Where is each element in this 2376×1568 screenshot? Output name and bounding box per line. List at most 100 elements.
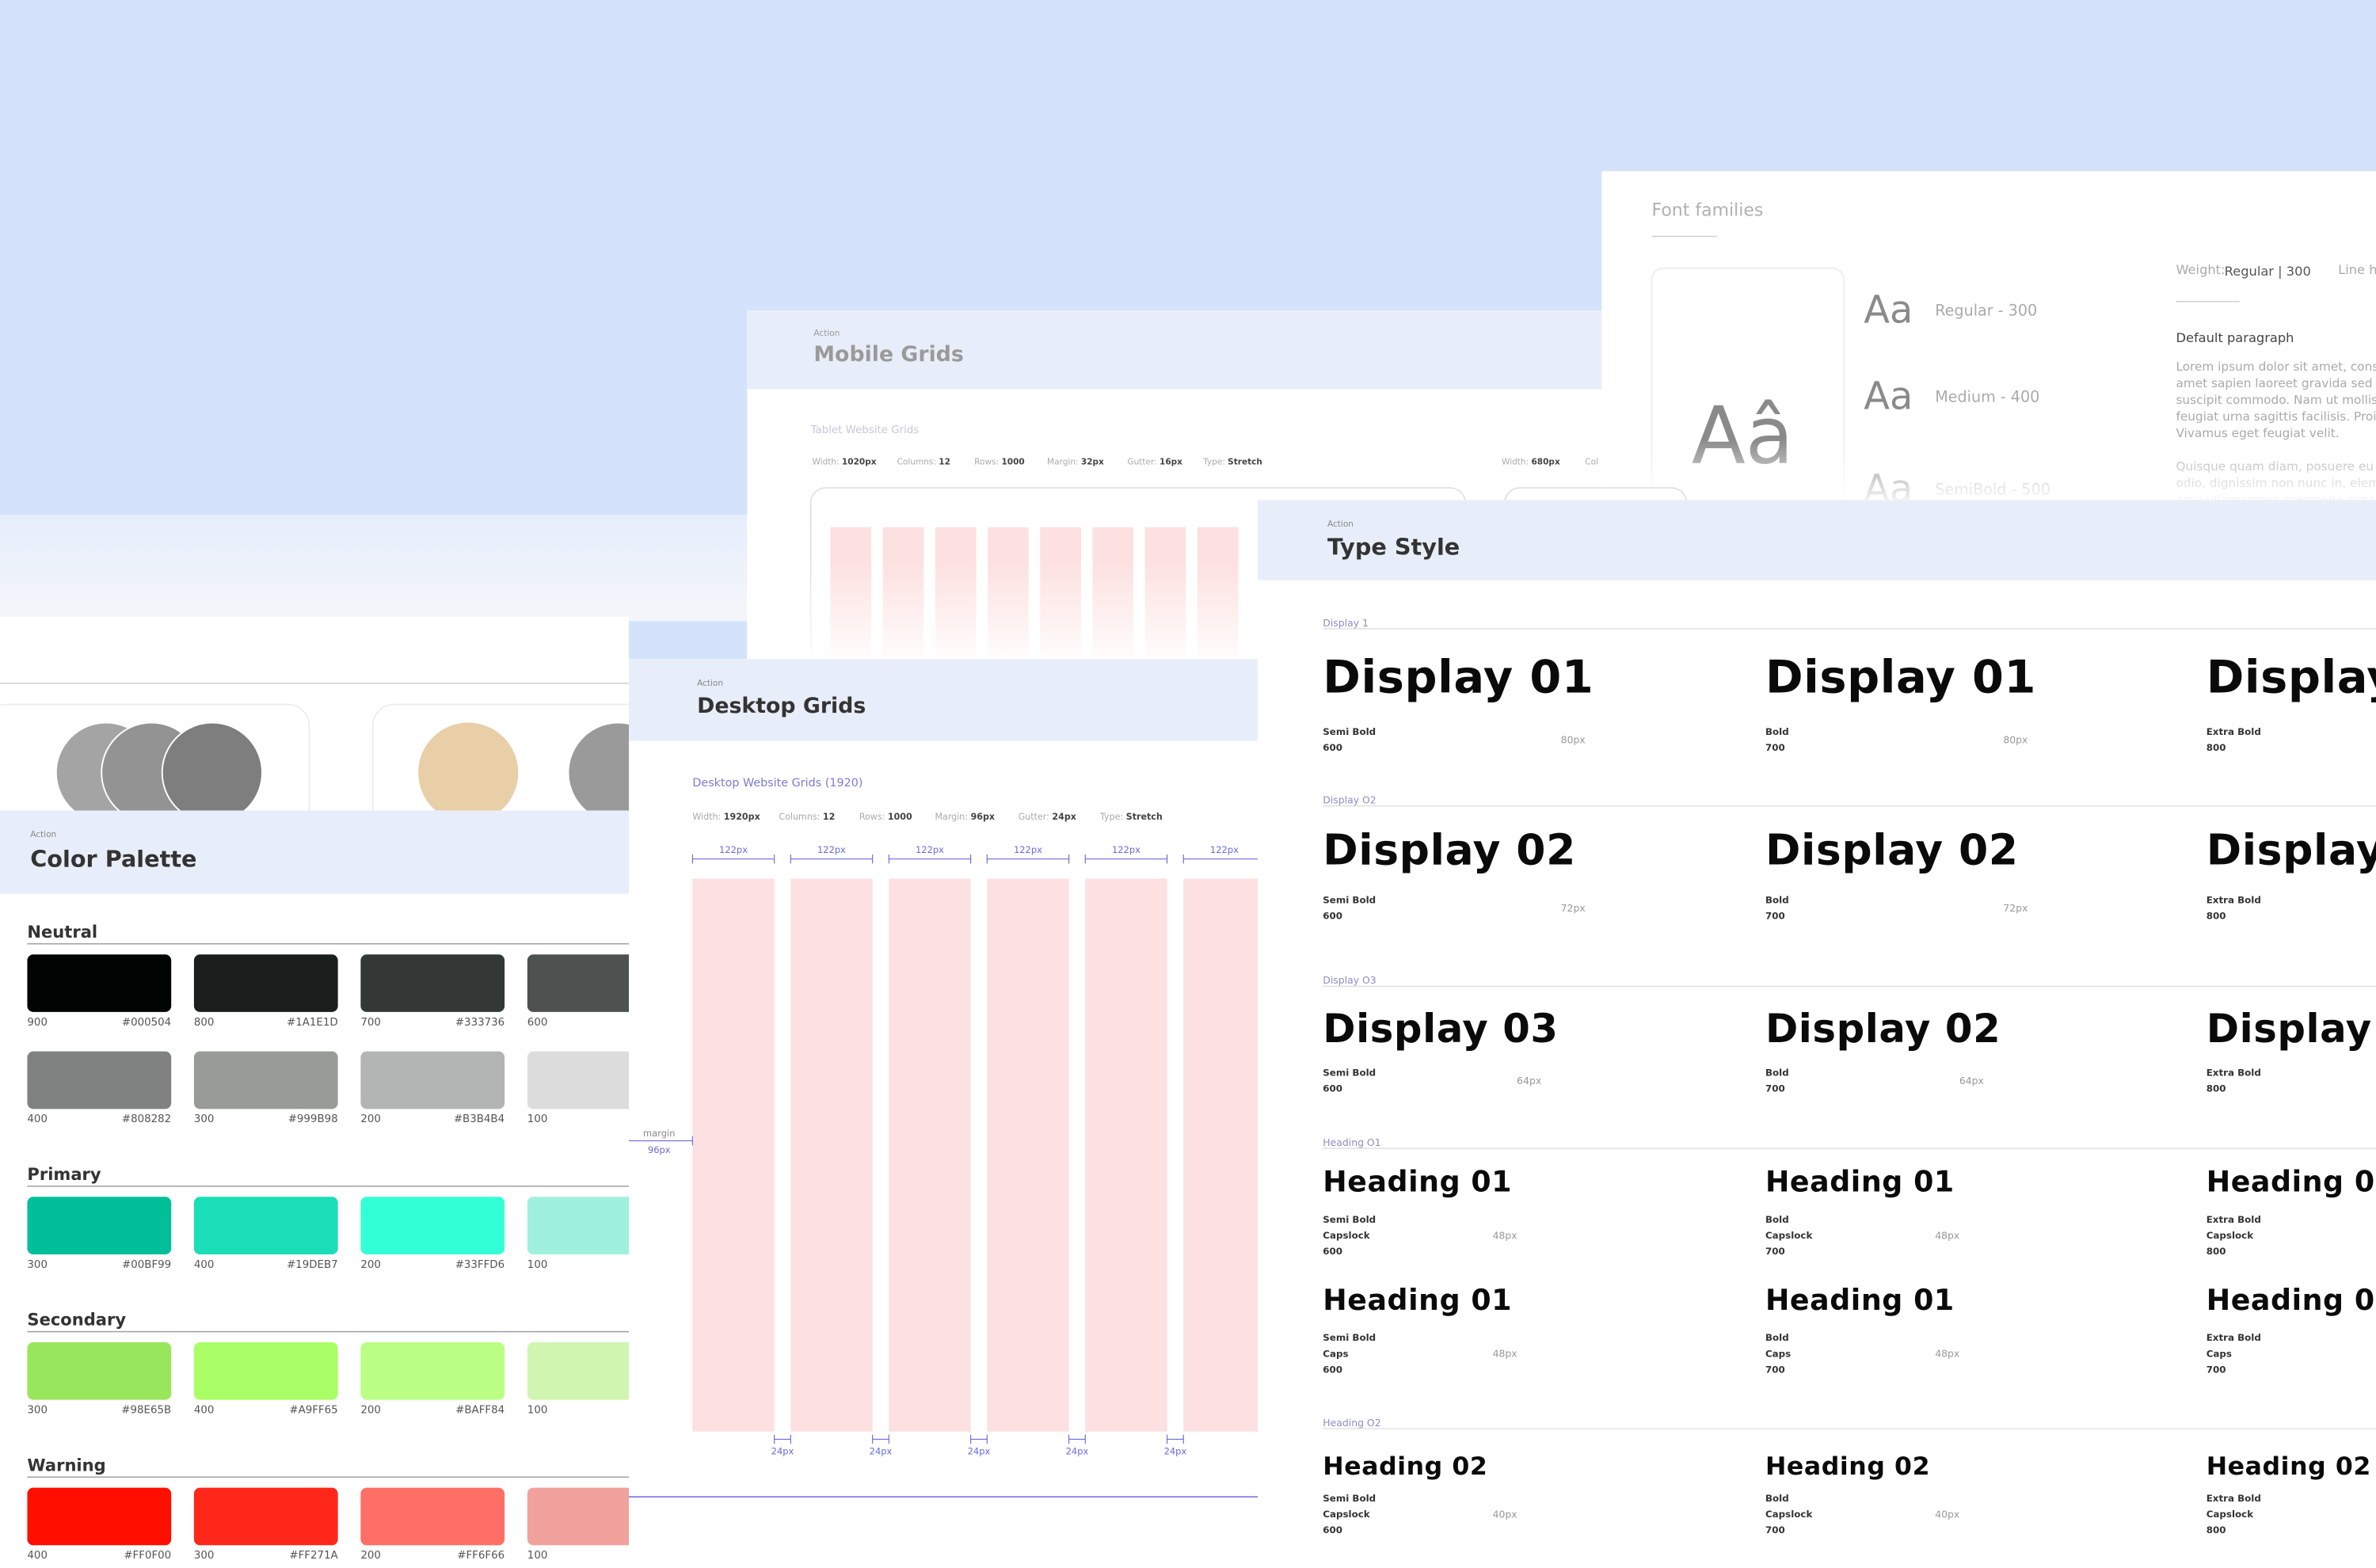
type-detail: Bold [1765,1214,1789,1225]
paragraph-line: Vivamus eget feugiat velit. [2176,426,2339,440]
type-detail: 700 [1765,1083,1785,1094]
swatch-label: 200 [360,1405,381,1417]
spec-label: Columns: [779,812,820,822]
swatch-label: 400 [27,1113,48,1125]
spec-label: Type: [1202,457,1225,466]
type-detail: Semi Bold [1323,1214,1376,1225]
color-swatch [193,1342,338,1400]
color-circle [418,722,519,823]
fade-overlay [1601,439,2376,505]
color-swatch [193,1051,338,1109]
color-swatch [27,1342,172,1400]
spec: Columns: 12 [897,457,950,466]
font-weight-label: Medium - 400 [1935,388,2039,406]
type-detail: Extra Bold [2207,1214,2261,1225]
swatch-label: 100 [527,1113,548,1125]
swatch-hex: #FF271A [289,1550,338,1562]
grid-subtitle: Desktop Website Grids (1920) [692,777,862,790]
spec-value: 32px [1081,457,1104,466]
spec: Margin: 96px [935,812,995,822]
swatch-label: 900 [27,1017,48,1029]
type-sample: Heading 02 [1323,1452,1487,1481]
swatch-hex: #FF6F66 [457,1550,505,1562]
type-sample: Display [2207,825,2376,875]
spec: Margin: 32px [1047,457,1104,466]
section-label: Heading O2 [1323,1417,1380,1429]
panel-title: Type Style [1327,534,1460,561]
font-sample: Aa [1864,289,1913,333]
swatch-hex: #000504 [122,1017,171,1029]
type-detail: Caps [2207,1348,2232,1359]
type-detail: Extra Bold [2207,726,2261,737]
swatch-label: 600 [527,1017,548,1029]
grid-column [987,878,1069,1432]
type-detail: Extra Bold [2207,1332,2261,1343]
section-label: Display O2 [1323,794,1376,806]
type-detail: 600 [1323,1246,1342,1257]
header-caption: Action [813,329,840,338]
type-size: 40px [1935,1508,1959,1520]
group-title: Neutral [27,922,97,942]
type-detail: 700 [1765,742,1785,753]
swatch-label: 100 [527,1405,548,1417]
type-detail: 700 [1765,910,1785,921]
type-sample: Heading 01 [2207,1283,2376,1317]
color-swatch [360,954,505,1012]
spec: Type: Stretch [1202,457,1262,466]
header-caption: Action [697,679,723,688]
panel-title: Font families [1651,200,1763,220]
margin-label: margin [643,1128,675,1139]
spec: Type: Stretch [1099,812,1163,822]
spec-value: 24px [1052,812,1076,822]
panel-title: Color Palette [30,846,196,873]
grid-subtitle: Tablet Website Grids [810,424,920,436]
panel-header [1258,500,2376,580]
grid-column [889,878,971,1432]
grid-column [1183,878,1266,1432]
header-caption: Action [1327,519,1354,529]
spec-value: 12 [939,457,950,466]
swatch-hex: #333736 [455,1017,505,1029]
spec: Width: 1920px [692,812,760,822]
paragraph-line: amet sapien laoreet gravida sed la [2176,376,2376,390]
section-label: Display O3 [1323,974,1376,986]
spec-label: Width: [1502,457,1529,466]
type-detail: Capslock [1323,1230,1371,1241]
paragraph-line: feugiat urna sagittis facilisis. Proin [2176,409,2376,424]
gutter-width-label: 24px [771,1446,794,1457]
spec: Width: 1020px [813,457,877,466]
spec: Gutter: 24px [1019,812,1076,822]
type-detail: Caps [1765,1348,1791,1359]
color-swatch [27,954,172,1012]
spec-label: Col [1585,457,1598,466]
type-detail: Extra Bold [2207,1067,2261,1078]
swatch-hex: #FF0F00 [124,1550,171,1562]
header-caption: Action [30,830,56,839]
swatch-hex: #808282 [122,1113,171,1125]
font-weight-label: Regular - 300 [1935,302,2037,320]
type-sample: Heading 01 [1765,1283,1955,1317]
swatch-label: 100 [527,1550,548,1562]
type-sample: Heading 01 [2207,1165,2376,1199]
spec-label: Rows: [859,812,885,822]
swatch-label: 300 [194,1550,215,1562]
type-sample: Display 01 [1323,651,1594,704]
type-detail: Extra Bold [2207,1493,2261,1504]
type-detail: 800 [2207,1083,2226,1094]
column-width-label: 122px [719,844,748,855]
type-sample: Heading 02 [1765,1452,1930,1481]
type-detail: Semi Bold [1323,1067,1376,1078]
spec: Columns: 12 [779,812,835,822]
type-detail: Bold [1765,1067,1789,1078]
group-title: Secondary [27,1310,126,1330]
spec-value: 1000 [1001,457,1024,466]
spec-label: Rows: [974,457,999,466]
color-swatch [360,1487,505,1546]
spec-value: 1000 [888,812,912,822]
color-swatch [27,1197,172,1254]
type-sample: Display 0 [2207,1006,2376,1052]
column-width-label: 122px [916,844,944,855]
type-detail: 700 [2207,1364,2226,1375]
type-sample: Heading 01 [1765,1165,1955,1199]
swatch-label: 300 [27,1259,48,1271]
